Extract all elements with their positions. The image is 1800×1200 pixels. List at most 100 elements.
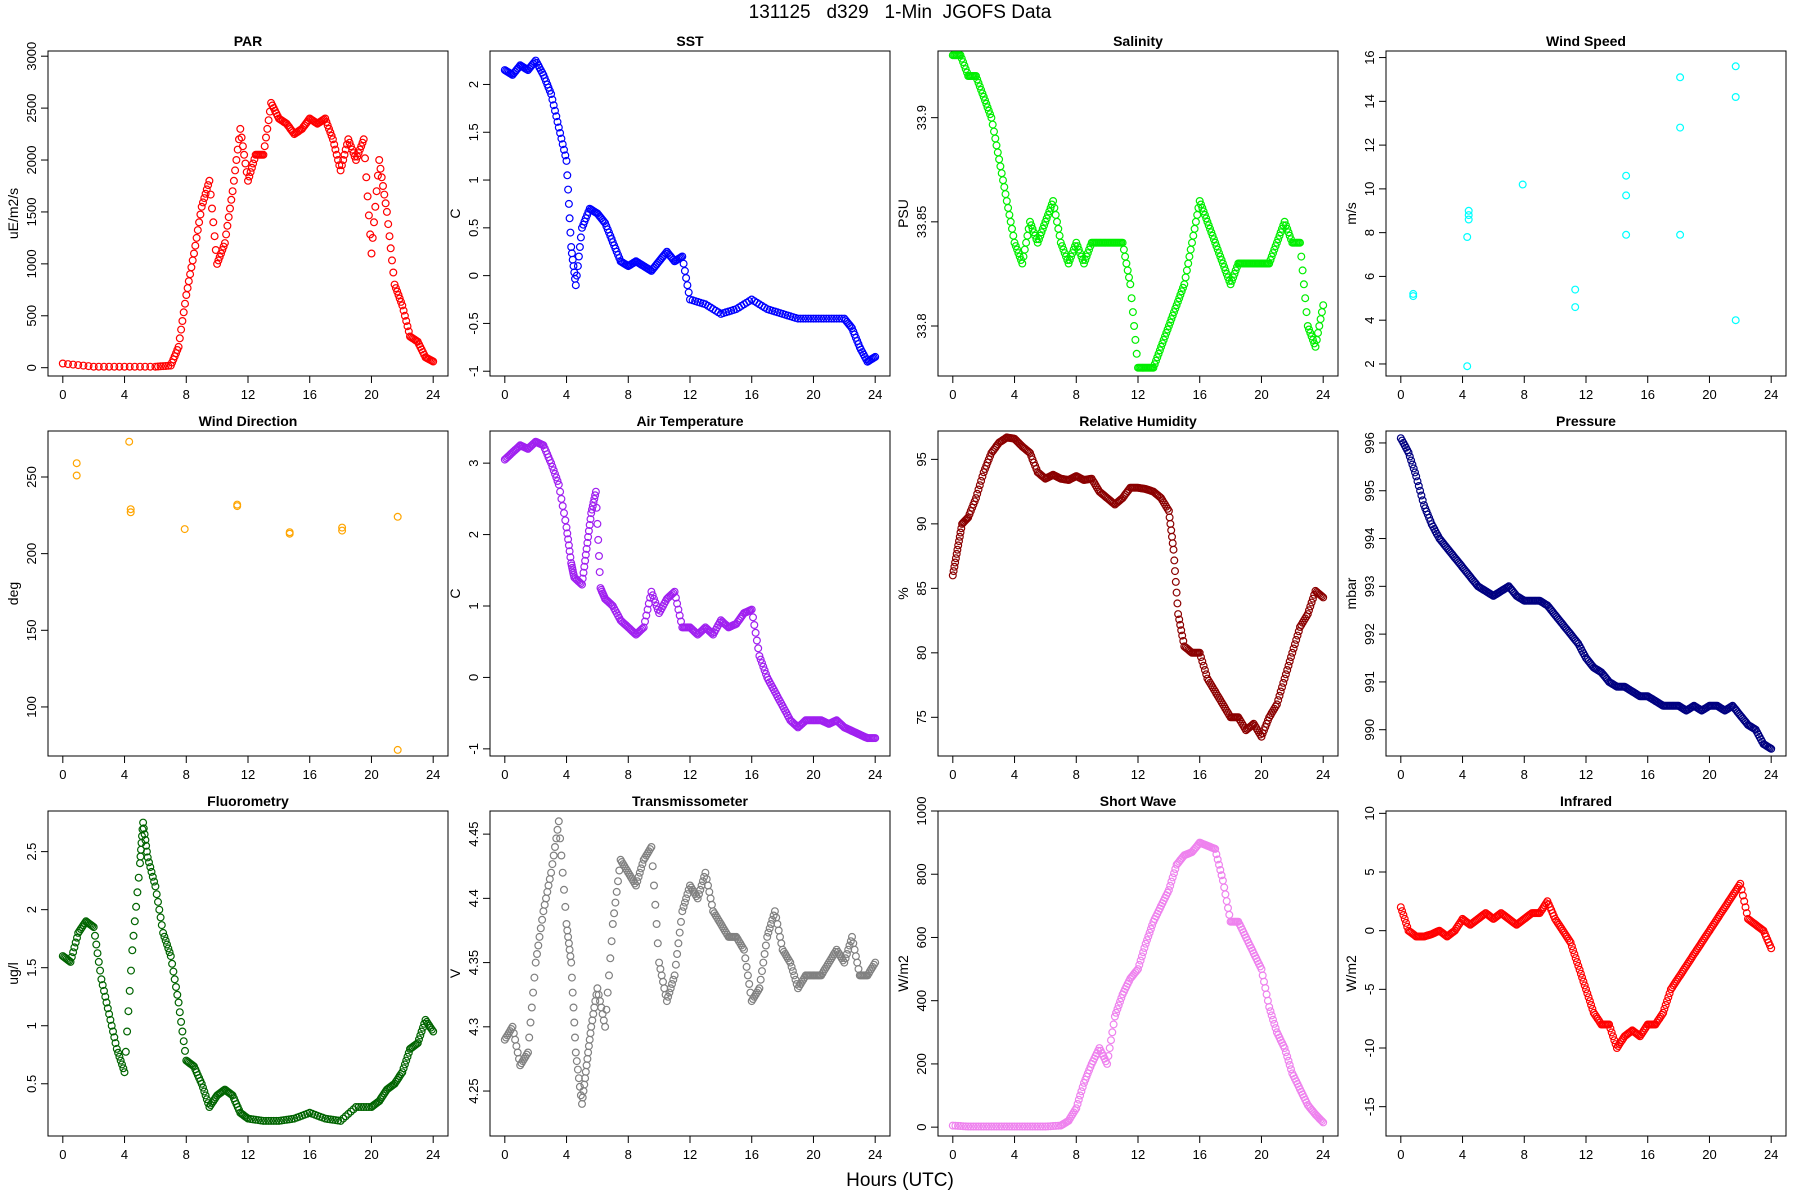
data-point <box>1168 539 1177 548</box>
x-tick-label: 4 <box>1011 1147 1018 1162</box>
data-point <box>1731 62 1740 71</box>
data-point <box>594 535 603 544</box>
data-point <box>344 1109 353 1118</box>
data-point <box>184 277 193 286</box>
data-point <box>124 1007 133 1016</box>
data-point <box>635 868 644 877</box>
data-point <box>751 628 760 637</box>
data-point <box>562 156 571 165</box>
data-point <box>550 469 559 478</box>
y-axis-label: C <box>447 588 463 598</box>
data-point <box>747 605 756 614</box>
data-point <box>1574 961 1583 970</box>
data-point <box>956 528 965 537</box>
x-tick-label: 12 <box>1131 387 1145 402</box>
data-point <box>973 489 982 498</box>
data-point <box>84 362 93 371</box>
data-point <box>593 519 602 528</box>
data-point <box>954 537 963 546</box>
data-point <box>573 1065 582 1074</box>
data-point <box>93 949 102 958</box>
data-point <box>71 938 80 947</box>
data-point <box>1214 860 1223 869</box>
data-point <box>580 562 589 571</box>
data-point <box>1270 1019 1279 1028</box>
plot-frame <box>937 50 1339 377</box>
data-point <box>997 169 1006 178</box>
data-point <box>1164 322 1173 331</box>
y-tick-label: -0.5 <box>466 312 481 334</box>
data-point <box>403 322 412 331</box>
data-point <box>854 964 863 973</box>
data-point <box>1139 948 1148 957</box>
data-point <box>1109 1020 1118 1029</box>
x-tick-label: 12 <box>241 1147 255 1162</box>
data-point <box>1113 1005 1122 1014</box>
data-point <box>358 138 367 147</box>
data-point <box>1164 885 1173 894</box>
data-point <box>565 945 574 954</box>
data-series <box>500 56 880 366</box>
panel-pressure: Pressure 0 4 8 12 16 20 24 990 991 992 993 994 995 996… <box>1343 413 1787 782</box>
data-point <box>1608 1032 1617 1041</box>
data-point <box>666 984 675 993</box>
x-tick-label: 8 <box>1073 1147 1080 1162</box>
data-point <box>1626 1027 1635 1036</box>
data-point <box>223 221 232 230</box>
data-point <box>584 526 593 535</box>
y-tick-label: -10 <box>1362 1039 1377 1058</box>
data-point <box>671 960 680 969</box>
data-point <box>1055 231 1064 240</box>
data-point <box>790 971 799 980</box>
data-point <box>1408 460 1417 469</box>
data-point <box>706 628 715 637</box>
data-point <box>233 502 242 511</box>
data-point <box>549 466 558 475</box>
data-point <box>1043 210 1052 219</box>
data-point <box>188 256 197 265</box>
data-point <box>372 187 381 196</box>
data-point <box>1153 353 1162 362</box>
data-point <box>1104 1051 1113 1060</box>
data-point <box>700 872 709 881</box>
y-tick-label: 0.5 <box>24 1075 39 1093</box>
data-point <box>841 954 850 963</box>
y-tick-label: 991 <box>1362 671 1377 693</box>
panel-title: SST <box>676 33 704 49</box>
x-tick-label: 16 <box>302 1147 316 1162</box>
data-point <box>871 734 880 743</box>
data-point <box>102 998 111 1007</box>
y-tick-label: -5 <box>1362 984 1377 996</box>
panel-sst: SST 0 4 8 12 16 20 24 -1 -0.5 0 0.5 1 1.5 2 C <box>447 33 891 402</box>
data-point <box>1511 919 1520 928</box>
data-point <box>540 900 549 909</box>
panel-title: Pressure <box>1556 413 1616 429</box>
data-point <box>1409 292 1418 301</box>
data-point <box>1316 591 1325 600</box>
y-tick-label: 0 <box>24 364 39 371</box>
data-point <box>58 359 67 368</box>
data-point <box>564 939 573 948</box>
data-point <box>1316 315 1325 324</box>
data-point <box>975 481 984 490</box>
data-point <box>354 1102 363 1111</box>
data-point <box>398 1068 407 1077</box>
data-point <box>547 868 556 877</box>
data-point <box>1175 615 1184 624</box>
data-point <box>1518 180 1527 189</box>
data-point <box>979 92 988 101</box>
data-point <box>564 185 573 194</box>
data-point <box>953 1121 962 1130</box>
data-point <box>1222 269 1231 278</box>
y-tick-label: 150 <box>24 619 39 641</box>
data-point <box>1676 73 1685 82</box>
data-point <box>801 314 810 323</box>
data-point <box>552 112 561 121</box>
data-point <box>748 613 757 622</box>
data-point <box>590 1003 599 1012</box>
data-point <box>1076 1091 1085 1100</box>
data-point <box>197 1079 206 1088</box>
data-point <box>585 520 594 529</box>
data-point <box>684 288 693 297</box>
data-point <box>222 230 231 239</box>
